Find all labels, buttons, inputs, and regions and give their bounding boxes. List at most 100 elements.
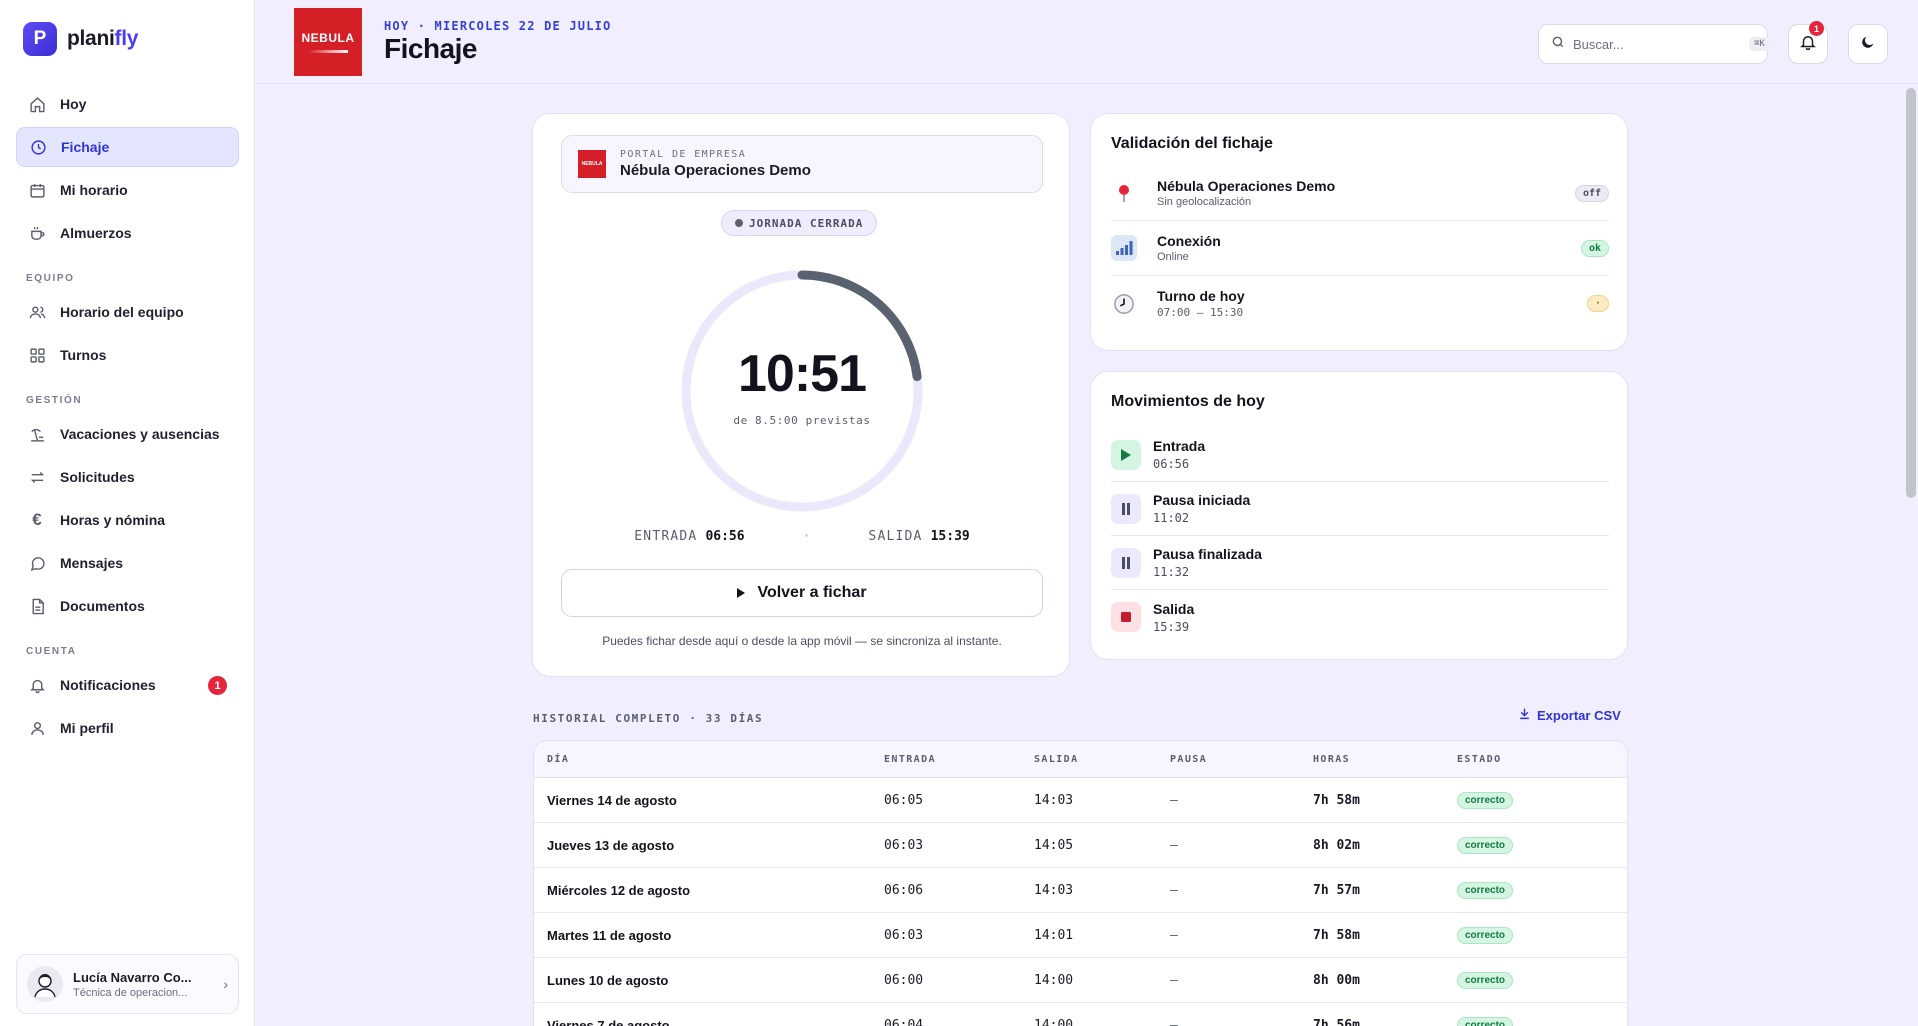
play-icon [737, 588, 746, 598]
notifications-button[interactable]: 1 [1788, 21, 1828, 64]
search-icon [1551, 35, 1565, 54]
user-menu[interactable]: Lucía Navarro Co... Técnica de operacion… [16, 954, 239, 1014]
sidebar-nav: Hoy Fichaje Mi horario Almuerzos EQUIPO … [16, 84, 239, 751]
validation-title: Validación del fichaje [1111, 135, 1273, 152]
clock-in-again-button[interactable]: Volver a fichar [561, 569, 1043, 617]
page-title: Fichaje [384, 33, 477, 64]
sidebar-item-mi-perfil[interactable]: Mi perfil [16, 708, 239, 748]
sidebar-item-solicitudes[interactable]: Solicitudes [16, 457, 239, 497]
company-logo-swoosh [308, 50, 348, 53]
status-text: JORNADA CERRADA [749, 216, 864, 230]
list-item: Nébula Operaciones Demo Sin geolocalizac… [1111, 166, 1609, 221]
table-row[interactable]: Miércoles 12 de agosto 06:06 14:03 — 7h … [534, 868, 1627, 913]
status-badge: correcto [1457, 837, 1514, 854]
signal-icon [1111, 235, 1137, 261]
page-header: NEBULA HOY · MIERCOLES 22 DE JULIO Ficha… [256, 0, 1918, 84]
cell-entry: 06:04 [884, 1018, 924, 1026]
sidebar-item-vacaciones[interactable]: Vacaciones y ausencias [16, 414, 239, 454]
cell-exit: 14:01 [1034, 928, 1074, 943]
chat-icon [28, 554, 46, 572]
page-scrollbar[interactable] [1906, 88, 1916, 498]
bell-icon [1799, 33, 1817, 56]
planned-time: de 8.5:00 previstas [733, 414, 871, 427]
movement-time: 06:56 [1153, 457, 1190, 471]
sidebar-item-label: Documentos [60, 598, 145, 614]
cell-pause: — [1170, 973, 1178, 988]
progress-ring-svg [681, 270, 923, 512]
column-header: ENTRADA [884, 754, 936, 765]
table-row[interactable]: Martes 11 de agosto 06:03 14:01 — 7h 58m… [534, 913, 1627, 958]
clock-hint: Puedes fichar desde aquí o desde la app … [602, 634, 1002, 648]
list-item: Turno de hoy 07:00 – 15:30 · [1111, 276, 1609, 331]
sidebar-item-label: Turnos [60, 347, 107, 363]
history-table: DÍA ENTRADA SALIDA PAUSA HORAS ESTADO Vi… [533, 740, 1628, 1026]
sidebar-item-notificaciones[interactable]: Notificaciones 1 [16, 665, 239, 705]
sidebar-item-label: Notificaciones [60, 677, 156, 693]
app-logo[interactable]: P planifly [23, 22, 138, 56]
theme-toggle-button[interactable] [1848, 24, 1888, 64]
cell-entry: 06:05 [884, 793, 924, 808]
status-badge: correcto [1457, 927, 1514, 944]
header-date: HOY · MIERCOLES 22 DE JULIO [384, 19, 612, 33]
exit-label: SALIDA [868, 529, 923, 544]
user-role: Técnica de operacion... [73, 986, 188, 999]
sidebar: P planifly Hoy Fichaje Mi horario Almuer… [0, 0, 255, 1026]
cell-exit: 14:05 [1034, 838, 1074, 853]
status-badge: correcto [1457, 972, 1514, 989]
movements-list: Entrada 06:56 Pausa iniciada 11:02 Pausa… [1111, 428, 1609, 644]
status-badge: JORNADA CERRADA [721, 210, 878, 236]
sidebar-item-label: Vacaciones y ausencias [60, 426, 220, 442]
table-row[interactable]: Lunes 10 de agosto 06:00 14:00 — 8h 00m … [534, 958, 1627, 1003]
cell-hours: 7h 58m [1313, 793, 1360, 808]
validation-sub: Online [1157, 251, 1189, 263]
status-badge: · [1586, 295, 1609, 312]
table-row[interactable]: Viernes 7 de agosto 06:04 14:00 — 7h 56m… [534, 1003, 1627, 1026]
cell-day: Jueves 13 de agosto [547, 838, 675, 853]
sidebar-item-almuerzos[interactable]: Almuerzos [16, 213, 239, 253]
sidebar-item-documentos[interactable]: Documentos [16, 586, 239, 626]
list-item: Pausa iniciada 11:02 [1111, 482, 1609, 536]
sidebar-item-horas-nomina[interactable]: € Horas y nómina [16, 500, 239, 540]
sidebar-item-hoy[interactable]: Hoy [16, 84, 239, 124]
sidebar-item-label: Mensajes [60, 555, 124, 571]
summary-separator: · [802, 529, 811, 544]
movements-title: Movimientos de hoy [1111, 393, 1265, 410]
clock-face-icon [1111, 291, 1137, 317]
progress-ring-fill [681, 270, 923, 512]
column-header: PAUSA [1170, 754, 1208, 765]
sidebar-item-mi-horario[interactable]: Mi horario [16, 170, 239, 210]
sidebar-item-horario-equipo[interactable]: Horario del equipo [16, 292, 239, 332]
sidebar-item-label: Mi horario [60, 182, 128, 198]
stop-icon [1111, 602, 1141, 632]
cell-day: Miércoles 12 de agosto [547, 883, 691, 898]
search-input[interactable] [1573, 36, 1749, 52]
calendar-icon [28, 181, 46, 199]
table-row[interactable]: Viernes 14 de agosto 06:05 14:03 — 7h 58… [534, 778, 1627, 823]
moon-icon [1860, 34, 1876, 55]
validation-name: Conexión [1157, 233, 1221, 249]
export-csv-button[interactable]: Exportar CSV [1518, 707, 1621, 723]
cell-pause: — [1170, 793, 1178, 808]
cell-entry: 06:03 [884, 838, 924, 853]
document-icon [28, 597, 46, 615]
sidebar-item-label: Almuerzos [60, 225, 132, 241]
column-header: HORAS [1313, 754, 1351, 765]
table-row[interactable]: Jueves 13 de agosto 06:03 14:05 — 8h 02m… [534, 823, 1627, 868]
status-badge: correcto [1457, 792, 1514, 809]
search-box[interactable]: ⌘K [1538, 24, 1770, 64]
status-badge: ok [1580, 239, 1609, 257]
cell-hours: 7h 58m [1313, 928, 1360, 943]
sidebar-item-label: Horario del equipo [60, 304, 184, 320]
status-dot [735, 219, 743, 227]
cell-exit: 14:03 [1034, 793, 1074, 808]
sidebar-item-fichaje[interactable]: Fichaje [16, 127, 239, 167]
list-item: Pausa finalizada 11:32 [1111, 536, 1609, 590]
sidebar-item-mensajes[interactable]: Mensajes [16, 543, 239, 583]
list-item: Salida 15:39 [1111, 590, 1609, 644]
planifly-logo-icon: P [23, 22, 57, 56]
validation-list: Nébula Operaciones Demo Sin geolocalizac… [1111, 166, 1609, 331]
sidebar-item-label: Fichaje [61, 139, 110, 155]
sidebar-item-label: Solicitudes [60, 469, 135, 485]
nav-section-title: EQUIPO [26, 273, 75, 284]
sidebar-item-turnos[interactable]: Turnos [16, 335, 239, 375]
